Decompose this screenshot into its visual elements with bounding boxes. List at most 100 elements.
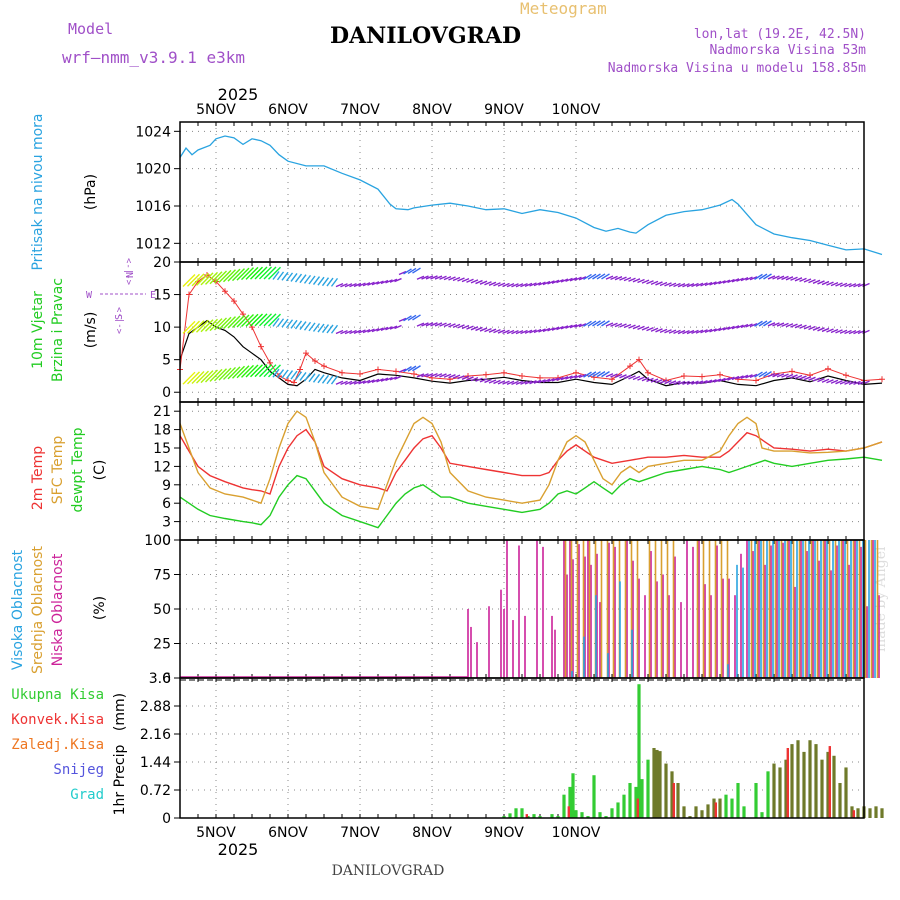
- compass-s-arrow: <-|->: [115, 306, 125, 334]
- wind-barb: [763, 273, 772, 280]
- wind-gust-marker: [573, 369, 579, 376]
- wind-barb: [218, 367, 232, 381]
- y-tick-label-temperature: 0: [162, 533, 171, 549]
- wind-barb: [578, 276, 587, 281]
- wind-barb: [610, 373, 618, 378]
- wind-barb: [272, 317, 280, 327]
- y-tick-label-wind: 10: [153, 320, 171, 336]
- wind-barb: [407, 267, 417, 275]
- wind-barb: [241, 364, 254, 378]
- wind-barb: [479, 327, 488, 332]
- wind-barb: [299, 371, 307, 381]
- wind-barb: [664, 379, 672, 385]
- wind-barb: [700, 379, 708, 385]
- wind-barb: [330, 324, 339, 334]
- wind-barb: [551, 326, 560, 331]
- wind-barb: [416, 373, 425, 378]
- wind-barb: [511, 329, 519, 335]
- wind-barb: [583, 371, 592, 378]
- wind-barb: [776, 373, 785, 378]
- precip-bar-total: [652, 748, 656, 818]
- precip-bar-total: [706, 804, 710, 818]
- wind-barb: [232, 268, 245, 282]
- wind-barb: [227, 366, 241, 380]
- panel-pressure: 1012 1016 1020 1024: [135, 122, 883, 262]
- wind-barb: [362, 379, 371, 385]
- wind-barb: [344, 329, 353, 335]
- wind-barb: [835, 380, 843, 385]
- wind-barb: [340, 329, 348, 335]
- y-tick-label-temperature: 9: [162, 478, 171, 494]
- precip-bar-total: [616, 802, 620, 818]
- wind-barb: [578, 323, 587, 328]
- wind-barb: [556, 279, 564, 284]
- y-tick-label-precip: 0: [162, 811, 171, 827]
- wind-barb: [358, 380, 366, 385]
- wind-barb: [214, 270, 227, 284]
- wind-barb: [677, 380, 686, 386]
- precip-bar-total: [556, 816, 560, 818]
- precip-bar-total: [514, 808, 518, 818]
- wind-barb: [686, 283, 695, 288]
- wind-barb: [506, 283, 515, 288]
- wind-barb: [718, 377, 726, 383]
- wind-barb: [285, 370, 294, 379]
- wind-barb: [605, 373, 614, 378]
- y-tick-label-pressure: 1012: [135, 236, 171, 252]
- temp-axis-title-2m: 2m Temp: [30, 446, 46, 510]
- y-tick-label-precip: 2.16: [140, 727, 171, 743]
- wind-barb: [416, 322, 425, 327]
- wind-barb: [294, 320, 303, 330]
- wind-barb: [718, 327, 726, 332]
- top-day-label-10NOV: 10NOV: [552, 102, 601, 118]
- wind-barb: [709, 281, 717, 286]
- wind-barb: [520, 329, 528, 335]
- wind-gust-line: [179, 274, 883, 384]
- y-tick-label-temperature: 18: [153, 423, 171, 439]
- wind-barb: [214, 368, 227, 382]
- wind-barb: [254, 313, 268, 327]
- wind-barb: [574, 276, 582, 281]
- wind-barb: [312, 373, 321, 383]
- wind-barb: [497, 329, 506, 334]
- wind-barb: [434, 373, 443, 378]
- wind-barb: [358, 282, 366, 287]
- wind-barb: [515, 283, 524, 288]
- wind-barb: [659, 328, 668, 333]
- wind-barb: [281, 271, 289, 281]
- wind-barb: [790, 374, 798, 379]
- wind-barb: [412, 267, 421, 274]
- wind-barb: [682, 329, 690, 335]
- wind-barb: [362, 328, 371, 334]
- wind-barb: [686, 329, 695, 335]
- wind-barb: [659, 281, 668, 287]
- wind-compass: W E N <-|-> S <-|->: [86, 258, 156, 334]
- wind-barb: [321, 324, 330, 333]
- compass-e: E: [150, 290, 156, 301]
- wind-barb: [637, 376, 645, 381]
- wind-gust-marker: [627, 363, 633, 370]
- wind-barb: [839, 380, 848, 385]
- pressure-axis-unit: (hPa): [83, 174, 99, 210]
- wind-barb: [290, 370, 298, 380]
- y-tick-label-pressure: 1024: [135, 124, 171, 140]
- wind-barb: [452, 276, 461, 282]
- wind-barb: [736, 324, 744, 329]
- wind-barb: [704, 379, 713, 384]
- wind-barb: [704, 328, 713, 333]
- wind-barb: [560, 325, 569, 330]
- wind-barb: [551, 279, 560, 284]
- wind-barb: [556, 376, 564, 381]
- temp-line-sfc-temp: [179, 410, 883, 511]
- wind-barb: [223, 316, 236, 330]
- wind-barb: [497, 282, 506, 287]
- wind-gust-marker: [825, 365, 831, 372]
- wind-barb: [529, 380, 537, 385]
- wind-barb: [821, 378, 830, 383]
- pressure-line: [179, 135, 883, 256]
- wind-barb: [457, 375, 465, 380]
- wind-barb: [569, 324, 578, 329]
- wind-barb: [628, 324, 636, 329]
- wind-barb: [232, 365, 245, 379]
